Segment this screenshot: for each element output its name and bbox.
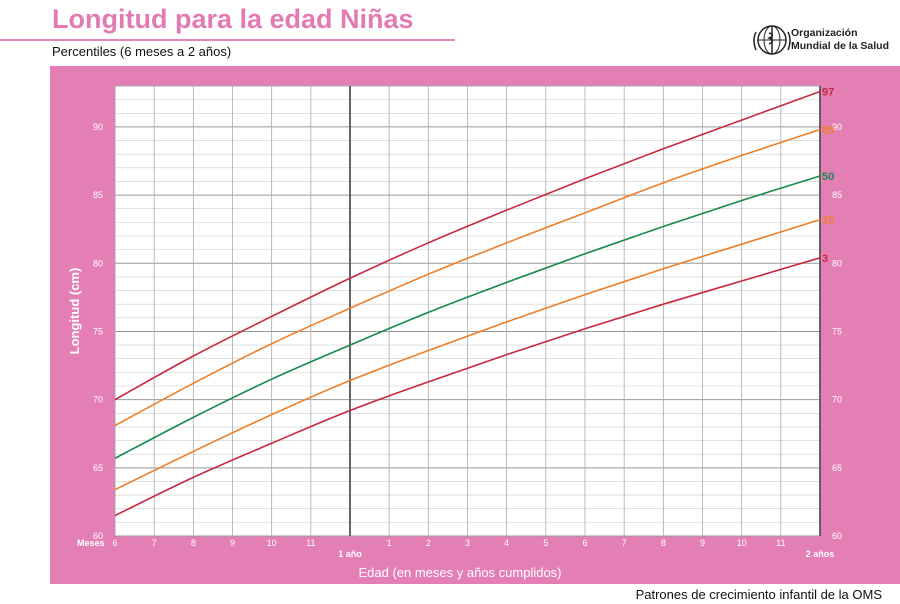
y-axis-title: Longitud (cm) bbox=[67, 268, 82, 355]
org-name: Organización Mundial de la Salud bbox=[791, 27, 889, 53]
page-title: Longitud para la edad Niñas bbox=[52, 4, 414, 34]
percentile-label-85: 85 bbox=[822, 125, 834, 137]
y-tick-label-right: 60 bbox=[832, 531, 842, 541]
x-tick-label: 6 bbox=[112, 538, 117, 548]
x-tick-label: 6 bbox=[582, 538, 587, 548]
x-tick-label: 2 años bbox=[806, 549, 835, 559]
percentile-label-15: 15 bbox=[822, 215, 834, 227]
org-name-line2: Mundial de la Salud bbox=[791, 40, 890, 52]
percentile-label-97: 97 bbox=[822, 86, 834, 98]
x-tick-label: 8 bbox=[661, 538, 666, 548]
x-tick-label: 9 bbox=[230, 538, 235, 548]
y-tick-label-left: 90 bbox=[93, 122, 103, 132]
x-tick-label: 3 bbox=[465, 538, 470, 548]
x-tick-label: 7 bbox=[622, 538, 627, 548]
x-axis-title-box bbox=[330, 564, 590, 584]
x-tick-label: 2 bbox=[426, 538, 431, 548]
y-tick-label-right: 75 bbox=[832, 326, 842, 336]
page-subtitle: Percentiles (6 meses a 2 años) bbox=[52, 44, 232, 59]
percentile-curve-3 bbox=[114, 257, 821, 517]
x-tick-label: 10 bbox=[267, 538, 277, 548]
x-axis-title: Edad (en meses y años cumplidos) bbox=[358, 565, 562, 580]
x-tick-label: 10 bbox=[737, 538, 747, 548]
y-tick-label-right: 65 bbox=[832, 463, 842, 473]
x-tick-label: 11 bbox=[306, 538, 315, 548]
y-tick-label-left: 75 bbox=[93, 326, 103, 336]
percentile-curve-97 bbox=[114, 90, 821, 401]
y-tick-label-right: 85 bbox=[832, 190, 842, 200]
x-tick-label: 11 bbox=[776, 538, 785, 548]
footer-text: Patrones de crecimiento infantil de la O… bbox=[635, 587, 882, 602]
x-tick-label: 1 año bbox=[338, 549, 362, 559]
x-tick-label: 4 bbox=[504, 538, 509, 548]
y-tick-label-right: 70 bbox=[832, 395, 842, 405]
percentile-curve-15 bbox=[114, 218, 821, 491]
percentile-label-50: 50 bbox=[822, 171, 834, 183]
y-tick-label-left: 70 bbox=[93, 395, 103, 405]
org-name-line1: Organización bbox=[791, 27, 858, 39]
who-emblem-icon bbox=[753, 25, 791, 55]
x-tick-label: 9 bbox=[700, 538, 705, 548]
y-tick-label-left: 85 bbox=[93, 190, 103, 200]
percentile-curve-50 bbox=[114, 175, 821, 459]
y-tick-label-left: 65 bbox=[93, 463, 103, 473]
y-tick-label-right: 80 bbox=[832, 258, 842, 268]
y-tick-label-left: 80 bbox=[93, 258, 103, 268]
chart-panel: 60 60 65 65 70 70 75 75 80 80 85 85 90 90 6 7 8 9 10 11 1 añ… bbox=[50, 66, 900, 584]
y-tick-label-left: 60 bbox=[93, 531, 103, 541]
y-tick-label-right: 90 bbox=[832, 122, 842, 132]
x-tick-label: 8 bbox=[191, 538, 196, 548]
title-rule bbox=[0, 39, 455, 41]
x-tick-label: 5 bbox=[543, 538, 548, 548]
percentile-curve-85 bbox=[114, 128, 821, 427]
x-tick-label: 7 bbox=[152, 538, 157, 548]
percentile-label-3: 3 bbox=[822, 253, 828, 265]
x-unit-label: Meses bbox=[77, 538, 105, 548]
x-tick-label: 1 bbox=[387, 538, 392, 548]
